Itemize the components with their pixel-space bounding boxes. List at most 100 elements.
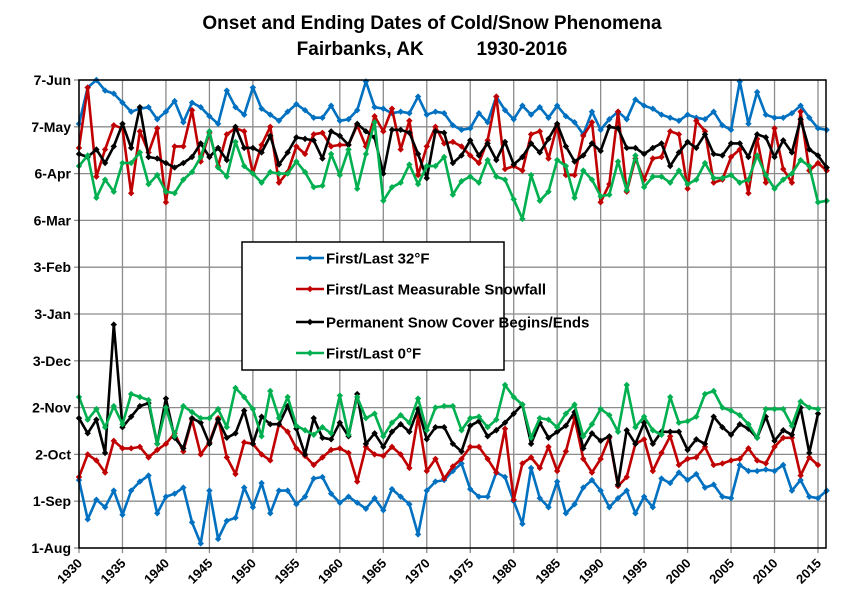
data-point-first	[797, 476, 804, 484]
data-point-first	[319, 454, 326, 461]
data-point-first	[562, 422, 570, 429]
data-point-first	[614, 428, 622, 435]
data-point-last	[440, 129, 448, 137]
data-point-first	[310, 475, 317, 482]
data-point-last	[110, 90, 117, 97]
data-point-last	[527, 140, 535, 147]
data-point-first	[814, 461, 822, 469]
data-point-first	[493, 416, 500, 423]
data-point-first	[797, 472, 804, 479]
data-point-first	[119, 421, 126, 428]
data-point-first	[710, 461, 717, 469]
data-point-first	[580, 433, 587, 440]
data-point-last	[745, 153, 752, 161]
data-point-first	[406, 428, 413, 435]
data-point-last	[527, 111, 535, 118]
data-point-first	[658, 475, 665, 482]
y-axis-tick-labels: 1-Aug 1-Sep 2-Oct 2-Nov 3-Dec 3-Jan 3-Feb 6-Mar…	[31, 72, 71, 556]
y-tick-label: 1-Sep	[33, 493, 71, 509]
data-point-first	[458, 427, 465, 434]
data-point-first	[736, 421, 743, 428]
data-point-first	[484, 433, 491, 440]
data-point-last	[101, 159, 109, 167]
data-point-first	[519, 520, 526, 528]
data-point-last	[658, 173, 665, 180]
data-point-last	[536, 197, 543, 204]
data-point-first	[188, 408, 196, 416]
data-point-first	[371, 430, 378, 437]
data-point-last	[119, 120, 126, 127]
data-point-first	[493, 427, 500, 434]
data-point-last	[727, 126, 735, 134]
data-point-last	[484, 140, 491, 147]
data-point-last	[406, 161, 413, 168]
data-point-first	[93, 457, 100, 464]
data-point-last	[719, 122, 726, 129]
data-point-last	[788, 179, 796, 186]
data-point-first	[440, 424, 448, 431]
data-point-last	[684, 111, 691, 118]
data-point-first	[606, 504, 613, 511]
data-point-first	[588, 421, 596, 428]
data-point-first	[327, 490, 335, 497]
data-point-last	[214, 120, 222, 127]
data-point-last	[545, 188, 552, 195]
data-point-first	[180, 402, 187, 410]
y-tick-label: 2-Oct	[35, 446, 71, 462]
data-point-first	[188, 519, 196, 526]
data-point-last	[154, 171, 161, 179]
data-point-first	[249, 405, 257, 413]
data-point-last	[414, 171, 422, 179]
data-point-last	[362, 128, 370, 135]
y-tick-label: 7-May	[31, 119, 71, 135]
data-point-last	[319, 155, 326, 162]
data-point-first	[397, 493, 404, 500]
data-point-first	[101, 469, 109, 476]
data-point-first	[632, 510, 639, 517]
data-point-first	[684, 476, 691, 484]
data-point-last	[545, 114, 552, 121]
data-point-first	[675, 461, 683, 469]
data-point-first	[788, 431, 796, 438]
data-point-last	[484, 156, 491, 164]
data-point-first	[345, 493, 352, 500]
y-tick-label: 7-Jun	[34, 72, 71, 88]
data-point-first	[536, 414, 543, 422]
data-point-last	[110, 122, 117, 129]
data-point-last	[753, 135, 761, 143]
data-point-last	[675, 149, 683, 156]
data-point-last	[423, 143, 430, 150]
data-point-last	[397, 179, 404, 186]
data-point-last	[197, 153, 204, 161]
data-point-first	[545, 416, 552, 423]
data-point-first	[580, 445, 587, 452]
data-point-last	[814, 159, 822, 167]
data-point-last	[406, 129, 413, 137]
data-point-first	[327, 430, 335, 437]
data-point-first	[414, 531, 422, 538]
data-point-first	[727, 431, 735, 438]
data-point-last	[284, 149, 291, 156]
data-point-first	[719, 424, 726, 431]
data-point-last	[467, 125, 474, 132]
data-point-last	[675, 117, 683, 124]
data-point-first	[693, 413, 700, 420]
data-point-last	[371, 119, 378, 126]
data-point-last	[223, 173, 230, 180]
data-point-first	[240, 393, 248, 401]
data-point-last	[93, 194, 100, 201]
data-point-last	[432, 123, 439, 130]
data-point-first	[701, 440, 709, 448]
data-point-first	[667, 393, 674, 401]
data-point-last	[458, 152, 465, 159]
data-point-last	[258, 179, 265, 186]
data-point-last	[354, 120, 361, 127]
data-point-last	[214, 164, 222, 171]
data-point-last	[501, 176, 509, 183]
data-point-first	[162, 440, 170, 448]
data-point-last	[101, 146, 109, 153]
data-point-last	[293, 134, 300, 141]
data-point-last	[249, 170, 257, 177]
data-point-first	[93, 496, 100, 503]
data-point-first	[110, 402, 117, 410]
